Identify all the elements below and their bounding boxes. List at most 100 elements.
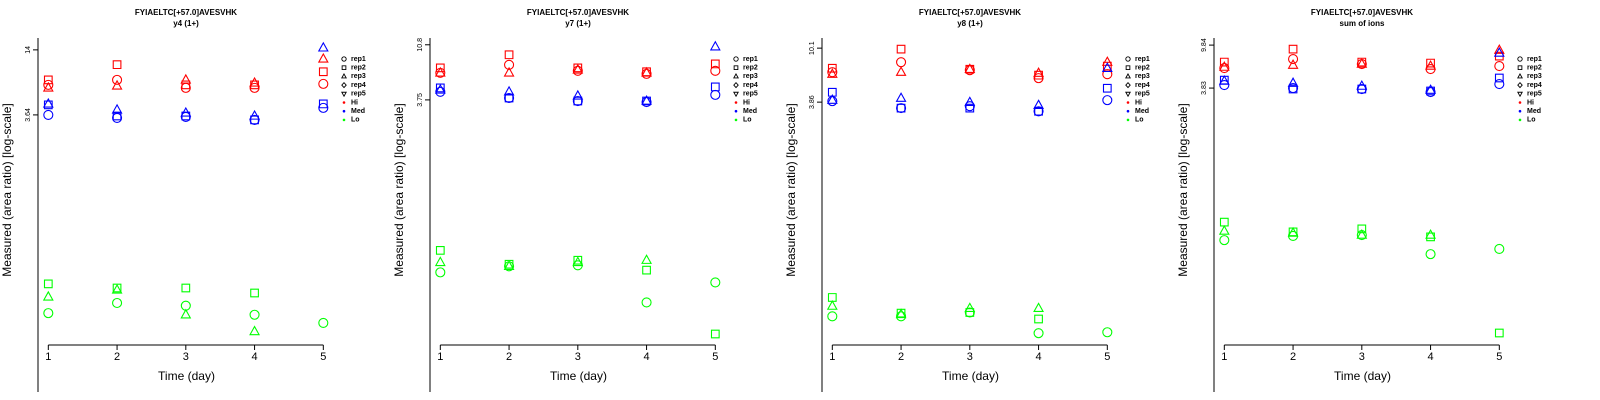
data-point <box>112 74 123 85</box>
data-point <box>572 65 583 76</box>
legend-symbol <box>734 118 738 122</box>
data-point <box>1102 69 1113 80</box>
data-point <box>42 97 54 108</box>
data-point <box>249 82 260 93</box>
data-point <box>1494 328 1504 338</box>
data-point <box>1288 54 1299 65</box>
data-point <box>827 311 838 322</box>
data-point <box>965 103 975 113</box>
x-tick-label: 1 <box>1221 351 1227 363</box>
data-point <box>249 309 260 320</box>
data-point <box>896 103 907 114</box>
x-tick-label: 3 <box>1359 351 1365 363</box>
data-point <box>896 311 907 322</box>
data-point <box>434 83 446 94</box>
data-point <box>1493 46 1505 57</box>
legend-label: Med <box>1527 108 1541 115</box>
legend-label: Med <box>743 108 757 115</box>
legend-label: Med <box>1135 108 1149 115</box>
y-tick-label: 3.86 <box>809 95 816 109</box>
data-point <box>710 277 721 288</box>
data-point <box>1101 62 1113 72</box>
data-point <box>1357 84 1367 94</box>
data-point <box>318 99 328 109</box>
x-tick-label: 2 <box>114 351 120 363</box>
data-point <box>112 297 123 309</box>
x-axis-label: Time (day) <box>942 369 999 383</box>
data-point <box>180 73 192 84</box>
legend-symbol <box>1125 65 1131 71</box>
x-tick-label: 1 <box>829 351 835 363</box>
x-tick-label: 5 <box>320 351 326 363</box>
data-point <box>1102 327 1113 338</box>
data-point <box>1101 56 1113 66</box>
legend-label: Hi <box>1527 99 1534 106</box>
y-axis-label: Measured (area ratio) [log-scale] <box>0 103 14 276</box>
data-point <box>318 317 329 328</box>
data-point <box>709 40 721 51</box>
legend-symbol <box>341 56 347 62</box>
y-axis-label: Measured (area ratio) [log-scale] <box>392 103 406 276</box>
legend-symbol <box>1126 101 1130 104</box>
data-point <box>1218 74 1230 85</box>
data-point <box>318 78 329 89</box>
data-point <box>827 87 837 97</box>
data-point <box>1288 83 1299 94</box>
data-point <box>896 103 906 113</box>
x-tick-label: 5 <box>1104 351 1110 363</box>
legend-symbol <box>1517 56 1523 62</box>
legend-label: rep1 <box>351 56 366 63</box>
data-point <box>1033 73 1044 84</box>
legend-label: Hi <box>743 99 750 106</box>
x-tick-label: 5 <box>712 351 718 363</box>
legend-label: Lo <box>1527 117 1536 124</box>
data-point <box>826 68 838 78</box>
data-point <box>503 260 515 270</box>
legend-label: Med <box>351 108 365 115</box>
y-tick-label: 10.1 <box>809 41 816 55</box>
legend-symbol <box>1518 101 1522 104</box>
data-point <box>318 67 328 77</box>
y-axis-label: Measured (area ratio) [log-scale] <box>1176 103 1190 276</box>
legend-label: rep5 <box>1527 91 1542 98</box>
data-point <box>964 63 976 73</box>
data-point <box>573 96 583 106</box>
data-point <box>827 67 838 78</box>
legend-label: Hi <box>1135 99 1142 106</box>
data-point <box>503 85 515 96</box>
data-point <box>1287 77 1299 87</box>
data-point <box>572 256 584 267</box>
data-point <box>642 265 651 275</box>
data-point <box>111 79 123 90</box>
legend-symbol <box>733 73 739 79</box>
data-point <box>435 63 445 73</box>
data-point <box>180 308 192 319</box>
legend-symbol <box>1518 118 1522 122</box>
legend-symbol <box>1125 73 1131 79</box>
legend-label: rep3 <box>351 73 366 80</box>
legend-symbol <box>1517 65 1523 71</box>
data-point <box>1425 87 1436 98</box>
data-point <box>895 66 907 76</box>
data-point <box>1356 57 1368 68</box>
y-tick-label: 14 <box>25 46 32 54</box>
data-point <box>434 66 446 77</box>
data-point <box>895 92 907 102</box>
data-point <box>826 300 838 310</box>
legend-symbol <box>1517 82 1523 89</box>
x-tick-label: 4 <box>1036 351 1042 363</box>
data-point <box>317 52 329 63</box>
data-point <box>249 325 260 336</box>
data-point <box>504 50 514 60</box>
legend-label: rep4 <box>1527 82 1542 89</box>
x-tick-label: 4 <box>252 351 258 363</box>
data-point <box>827 293 837 302</box>
data-point <box>181 80 191 90</box>
data-point <box>1219 235 1230 246</box>
data-point <box>1494 61 1505 72</box>
legend-symbol <box>1517 91 1523 98</box>
legend-label: rep1 <box>1135 56 1150 63</box>
x-tick-label: 1 <box>45 351 51 363</box>
